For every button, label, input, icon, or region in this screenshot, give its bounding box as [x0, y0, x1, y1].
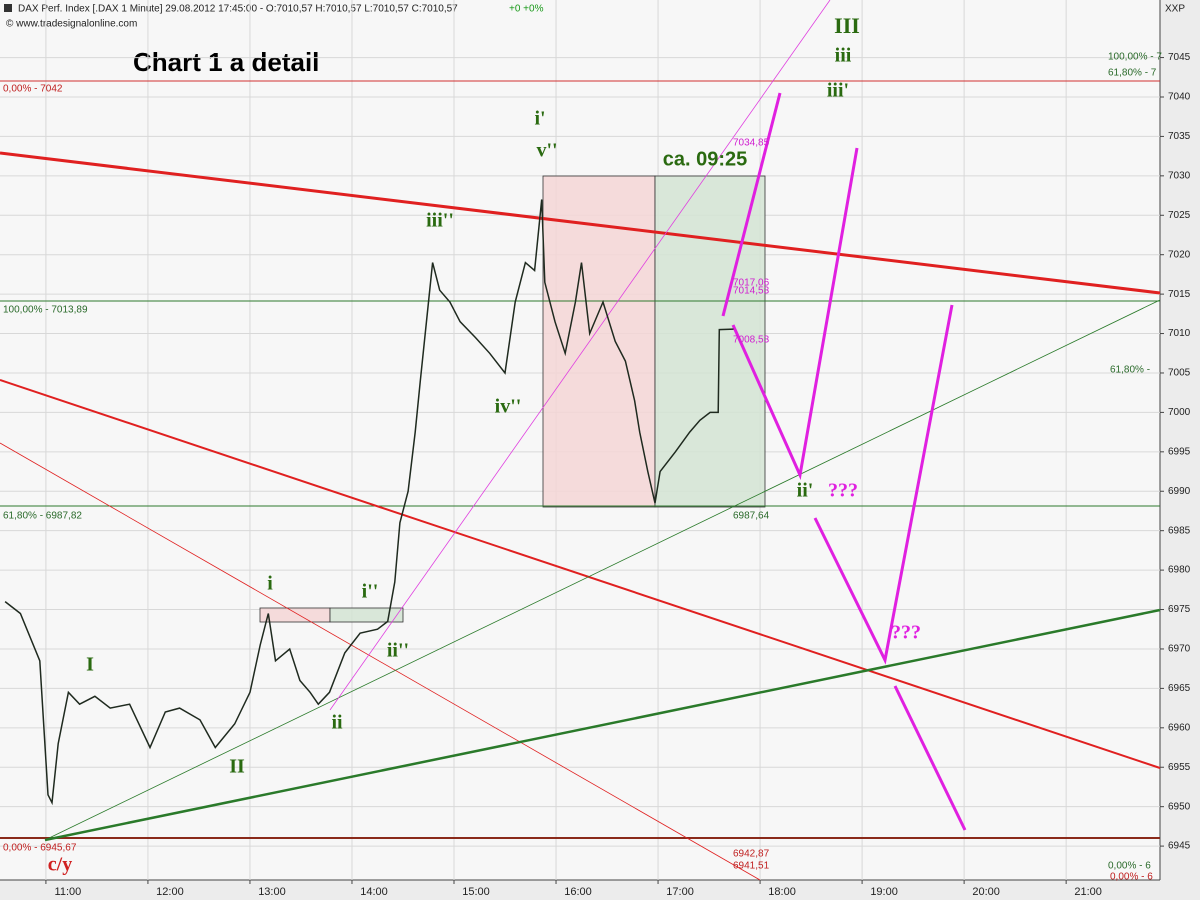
y-tick-label: 6995 [1168, 446, 1191, 457]
y-tick-label: 6985 [1168, 525, 1191, 536]
wave-label: i'' [362, 581, 379, 603]
level-label: 61,80% - [1110, 365, 1150, 376]
trend-line [44, 608, 1161, 842]
corner-label: XXP [1165, 4, 1185, 15]
y-tick-label: 7010 [1168, 328, 1191, 339]
wave-label: c/y [48, 854, 72, 876]
x-tick-label: 12:00 [156, 886, 184, 898]
wave-label: ??? [828, 480, 858, 502]
trend-line [44, 299, 1161, 841]
level-label: 100,00% - 7 [1108, 52, 1162, 63]
wave-label: ii' [797, 480, 814, 502]
y-tick-label: 7040 [1168, 92, 1191, 103]
level-label: 61,80% - 7 [1108, 68, 1157, 79]
trend-line [0, 442, 761, 881]
chart-title: Chart 1 a detail [133, 47, 319, 77]
y-tick-label: 7025 [1168, 210, 1191, 221]
wave-label: ii'' [387, 640, 409, 662]
level-label: 100,00% - 7013,89 [3, 305, 88, 316]
wave-label: iii' [827, 80, 849, 102]
x-tick-label: 20:00 [972, 886, 1000, 898]
y-tick-label: 6975 [1168, 604, 1191, 615]
trend-line [0, 379, 1161, 769]
y-tick-label: 7005 [1168, 368, 1191, 379]
projection [813, 304, 954, 665]
wave-label: I [86, 654, 94, 676]
x-tick-label: 15:00 [462, 886, 490, 898]
y-tick-label: 7015 [1168, 289, 1191, 300]
y-tick-label: 7020 [1168, 249, 1191, 260]
y-tick-label: 6955 [1168, 762, 1191, 773]
wave-label: i [267, 573, 273, 595]
wave-label: iii [835, 45, 852, 67]
projection [893, 685, 967, 831]
x-tick-label: 14:00 [360, 886, 388, 898]
price-label: 6941,51 [733, 861, 770, 872]
wave-label: iii'' [426, 210, 454, 232]
wave-label: III [834, 13, 860, 38]
price-label: 7034,85 [733, 138, 770, 149]
y-tick-label: 7035 [1168, 131, 1191, 142]
header-icon [4, 4, 12, 12]
header-change: +0 +0% [509, 4, 544, 15]
y-tick-label: 6960 [1168, 722, 1191, 733]
x-tick-label: 18:00 [768, 886, 796, 898]
wave-label: v'' [536, 140, 557, 162]
y-tick-label: 6970 [1168, 644, 1191, 655]
level-label: 0,00% - 6945,67 [3, 843, 77, 854]
level-label: 0,00% - 7042 [3, 84, 63, 95]
projection [731, 147, 859, 481]
y-tick-label: 7030 [1168, 170, 1191, 181]
x-tick-label: 16:00 [564, 886, 592, 898]
x-tick-label: 13:00 [258, 886, 286, 898]
x-tick-label: 11:00 [55, 886, 82, 898]
y-tick-label: 6980 [1168, 565, 1191, 576]
y-tick-label: 6965 [1168, 683, 1191, 694]
x-tick-label: 21:00 [1074, 886, 1102, 898]
y-tick-label: 6950 [1168, 801, 1191, 812]
x-tick-label: 19:00 [870, 886, 898, 898]
box [329, 607, 404, 623]
header: DAX Perf. Index [.DAX 1 Minute] 29.08.20… [18, 4, 458, 15]
price-label: 7014,53 [733, 286, 770, 297]
price-label: 7017,06 [733, 278, 770, 289]
wave-label: ca. 09:25 [663, 148, 748, 170]
y-tick-label: 6990 [1168, 486, 1191, 497]
y-tick-label: 6945 [1168, 841, 1191, 852]
wave-label: ??? [891, 622, 921, 644]
box [259, 607, 331, 623]
wave-label: iv'' [495, 396, 522, 418]
wave-label: ii [331, 712, 343, 734]
level-label: 0,00% - 6 [1110, 872, 1153, 883]
wave-label: II [229, 756, 245, 778]
price-label: 6987,64 [733, 511, 770, 522]
price-label: 7008,53 [733, 335, 770, 346]
trend-line [329, 0, 831, 711]
level-label: 61,80% - 6987,82 [3, 511, 82, 522]
source: © www.tradesignalonline.com [6, 19, 137, 30]
price-line [4, 199, 734, 806]
x-tick-label: 17:00 [666, 886, 694, 898]
price-label: 6942,87 [733, 849, 770, 860]
y-tick-label: 7000 [1168, 407, 1191, 418]
trend-line [0, 151, 1161, 295]
level-label: 0,00% - 6 [1108, 861, 1151, 872]
projection [721, 92, 782, 317]
box [654, 175, 766, 508]
wave-label: i' [534, 108, 545, 130]
y-tick-label: 7045 [1168, 52, 1191, 63]
